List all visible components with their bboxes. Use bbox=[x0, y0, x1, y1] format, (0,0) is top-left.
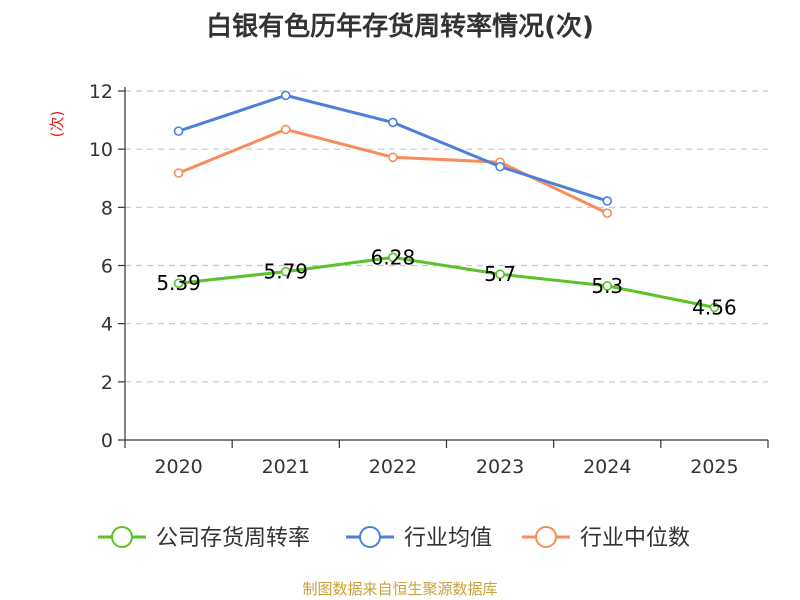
legend-marker-0 bbox=[111, 526, 133, 548]
data-label: 5.79 bbox=[263, 260, 308, 284]
grid-lines bbox=[125, 90, 768, 383]
data-label: 5.3 bbox=[591, 274, 623, 298]
legend-label-0: 公司存货周转率 bbox=[156, 526, 310, 551]
x-tick-label: 2020 bbox=[154, 456, 202, 478]
series-line-2 bbox=[178, 127, 608, 215]
data-label: 6.28 bbox=[371, 245, 416, 269]
data-label: 5.39 bbox=[156, 271, 201, 295]
series-point-0 bbox=[709, 302, 720, 313]
data-labels: 5.39 5.79 6.28 5.7 5.3 4.56 bbox=[156, 245, 736, 319]
legend-marker-2 bbox=[535, 526, 557, 548]
series-point-0 bbox=[388, 252, 398, 263]
x-tick-label: 2022 bbox=[369, 456, 417, 478]
source-note: 制图数据来自恒生聚源数据库 bbox=[302, 580, 498, 598]
legend-label-1: 行业均值 bbox=[404, 526, 492, 551]
y-tick-label: 0 bbox=[101, 430, 113, 452]
data-label: 4.56 bbox=[692, 295, 737, 319]
series-point-0 bbox=[173, 278, 184, 289]
series-point-2 bbox=[388, 152, 398, 163]
y-tick-label: 10 bbox=[89, 139, 113, 161]
y-tick-label: 2 bbox=[101, 372, 113, 394]
series-point-1 bbox=[602, 196, 613, 206]
data-label: 5.7 bbox=[484, 262, 516, 286]
legend[interactable]: 公司存货周转率 行业均值 行业中位数 bbox=[98, 526, 690, 551]
axes: 0 2 4 6 8 10 12 2020 2021 2022 2023 2024 2025 bbox=[89, 81, 769, 478]
y-tick-label: 12 bbox=[89, 81, 113, 103]
x-tick-label: 2025 bbox=[690, 456, 738, 478]
legend-marker-1 bbox=[359, 526, 381, 548]
x-tick-label: 2023 bbox=[476, 456, 524, 478]
series-point-0 bbox=[280, 266, 291, 277]
series-point-0 bbox=[602, 281, 613, 291]
legend-label-2: 行业中位数 bbox=[580, 526, 690, 551]
series-point-1 bbox=[173, 126, 184, 136]
y-axis-title: (次) bbox=[48, 111, 66, 138]
series-point-0 bbox=[495, 269, 505, 280]
y-tick-label: 4 bbox=[101, 314, 113, 336]
y-tick-label: 6 bbox=[101, 256, 113, 278]
series-point-1 bbox=[280, 90, 291, 101]
chart-title: 白银有色历年存货周转率情况(次) bbox=[206, 12, 594, 42]
series-layer bbox=[173, 90, 720, 313]
x-tick-label: 2024 bbox=[583, 456, 631, 478]
series-point-1 bbox=[388, 117, 398, 128]
series-point-2 bbox=[602, 208, 613, 218]
x-tick-label: 2021 bbox=[262, 456, 310, 478]
y-tick-label: 8 bbox=[101, 197, 113, 219]
series-line-0 bbox=[178, 255, 715, 309]
series-point-1 bbox=[495, 161, 505, 172]
series-point-2 bbox=[173, 168, 184, 178]
series-point-2 bbox=[280, 124, 291, 135]
